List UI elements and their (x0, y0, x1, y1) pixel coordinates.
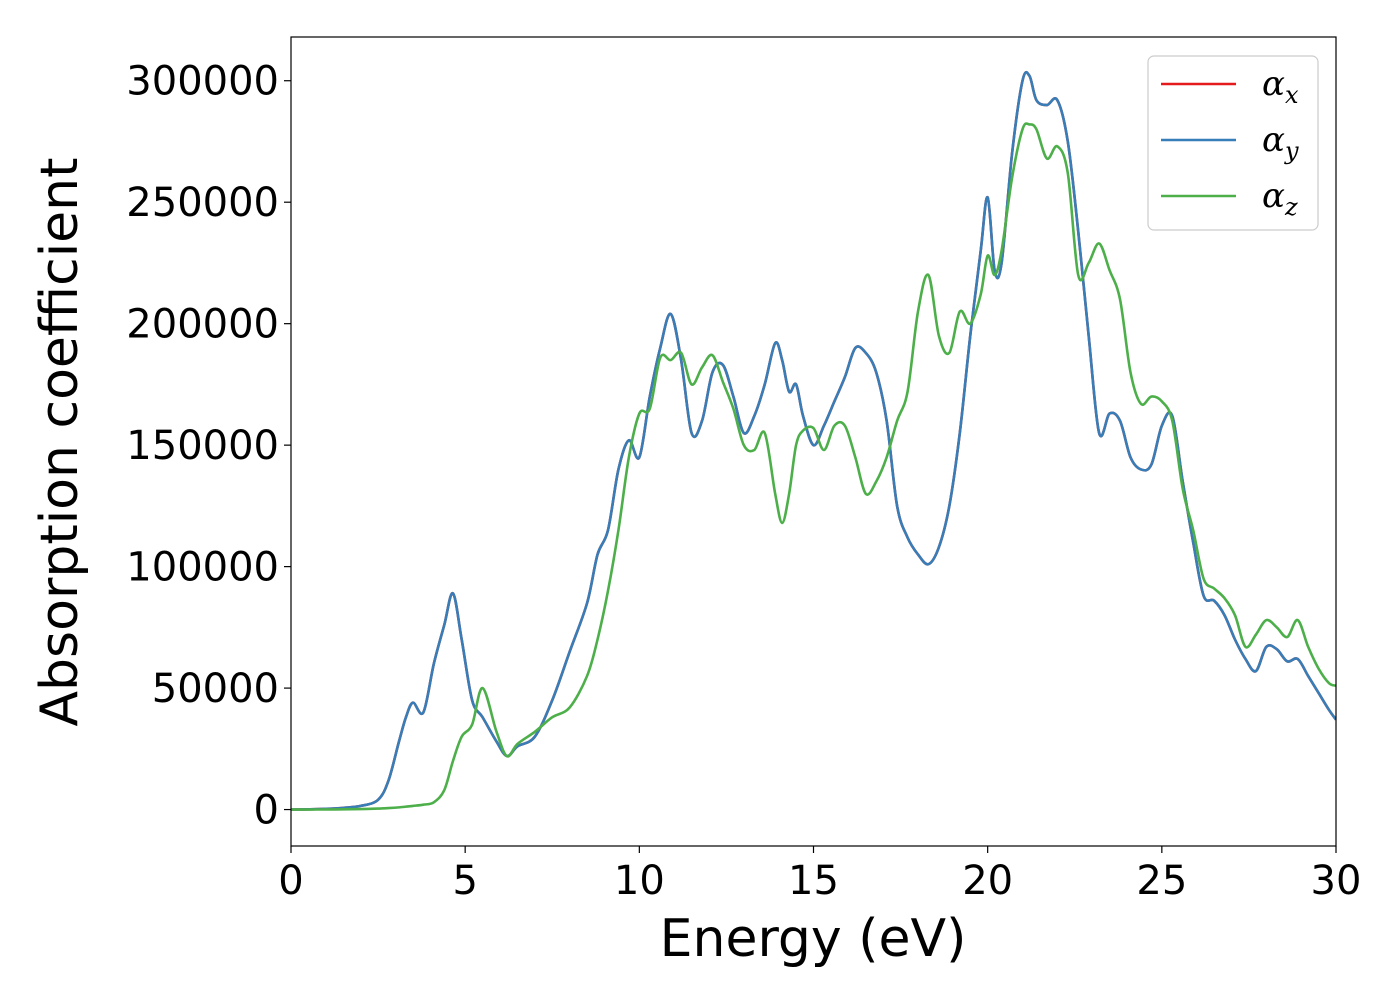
legend-label: αx (1262, 64, 1299, 109)
legend-label: αz (1262, 176, 1298, 221)
legend-entry-alpha-x: αx (1161, 64, 1299, 109)
y-tick-label: 0 (254, 788, 279, 834)
x-axis-label: Energy (eV) (660, 909, 967, 969)
y-tick-label: 200000 (126, 302, 279, 348)
y-axis-ticks: 0 50000 100000 150000 200000 250000 300000 (126, 59, 291, 834)
x-tick-label: 30 (1311, 858, 1362, 904)
y-axis-label: Absorption coefficient (30, 157, 90, 726)
y-tick-label: 250000 (126, 180, 279, 226)
legend-entries: αx αy αz (1161, 64, 1299, 221)
series-layer (291, 70, 1336, 811)
x-axis-ticks: 0 5 10 15 20 25 30 (278, 846, 1361, 904)
x-tick-label: 25 (1136, 858, 1187, 904)
y-tick-label: 100000 (126, 545, 279, 591)
x-tick-label: 10 (614, 858, 665, 904)
legend-entry-alpha-y: αy (1161, 120, 1299, 165)
x-tick-label: 20 (962, 858, 1013, 904)
series-alpha-y-line (291, 70, 1336, 811)
legend-label: αy (1262, 120, 1299, 165)
x-tick-label: 5 (452, 858, 477, 904)
y-tick-label: 300000 (126, 59, 279, 105)
x-tick-label: 0 (278, 858, 303, 904)
series-alpha-z-line (291, 122, 1336, 811)
legend-entry-alpha-z: αz (1161, 176, 1298, 221)
legend: αx αy αz (1147, 55, 1319, 231)
y-tick-label: 150000 (126, 423, 279, 469)
y-tick-label: 50000 (152, 666, 279, 712)
x-tick-label: 15 (788, 858, 839, 904)
legend-box (1147, 55, 1319, 231)
